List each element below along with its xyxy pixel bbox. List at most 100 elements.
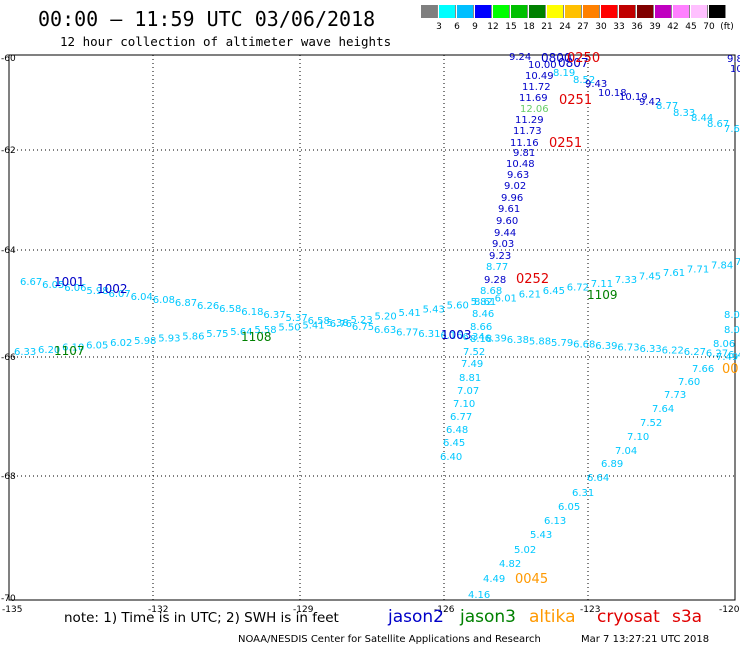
wave-height-label: 7.84 [711, 261, 733, 272]
color-swatch [637, 5, 654, 18]
wave-height-label: 6.72 [567, 282, 589, 293]
wave-height-label: 6.13 [544, 516, 566, 527]
wave-height-label: 9.02 [504, 181, 526, 192]
wave-height-label: 7.33 [615, 275, 637, 286]
pass-time-label: 1002 [97, 282, 128, 296]
wave-height-label: 5.79 [551, 338, 573, 349]
wave-height-label: 7.60 [678, 377, 700, 388]
wave-height-label: 6.45 [443, 438, 465, 449]
color-scale-label: 39 [649, 22, 661, 32]
color-scale-label: 21 [541, 22, 553, 32]
wave-height-label: 7.61 [663, 268, 685, 279]
wave-height-label: 11.29 [515, 115, 544, 126]
color-scale-label: 9 [472, 22, 478, 32]
wave-height-label: 5.20 [375, 312, 397, 323]
map-frame [8, 54, 736, 601]
pass-time-label: 1003 [441, 328, 472, 342]
wave-height-label: 6.75 [352, 322, 374, 333]
pass-time-label: 1107 [54, 344, 85, 358]
wave-height-label: 6.63 [374, 325, 396, 336]
legend-jason2: jason2 [388, 607, 444, 627]
pass-time-label: 0251 [549, 136, 582, 151]
wave-height-label: 8.0 [724, 325, 740, 336]
color-swatch [421, 5, 438, 18]
wave-height-label: 5.43 [423, 304, 445, 315]
latitude-label: -70 [1, 594, 16, 604]
wave-height-label: 6.77 [450, 412, 472, 423]
wave-height-label: 5.60 [447, 301, 469, 312]
wave-height-label: 8.81 [459, 373, 481, 384]
color-scale-label: (ft) [720, 22, 734, 32]
wave-height-label: 7.71 [687, 264, 709, 275]
wave-height-label: 7.11 [591, 279, 613, 290]
wave-height-label: 6.02 [110, 338, 132, 349]
wave-height-label: 6.34 [463, 332, 485, 343]
pass-time-label: 0807 [558, 56, 589, 70]
color-swatch [457, 5, 474, 18]
longitude-label: -135 [2, 605, 22, 615]
color-scale-label: 15 [505, 22, 517, 32]
footer-timestamp: Mar 7 13:27:21 UTC 2018 [581, 634, 710, 645]
wave-height-label: 6.76 [330, 319, 352, 330]
wave-height-label: 5.41 [399, 308, 421, 319]
legend-cryosat: cryosat [597, 607, 660, 627]
wave-height-label: 11.69 [519, 93, 548, 104]
wave-height-label: 5.75 [206, 329, 228, 340]
wave-height-label: 8.44 [691, 113, 713, 124]
color-swatch [655, 5, 672, 18]
wave-height-label: 5.38 [326, 318, 348, 329]
longitude-label: -120 [719, 605, 740, 615]
wave-height-label: 7.07 [457, 386, 479, 397]
wave-height-label: 10 [730, 64, 740, 75]
color-swatch [691, 5, 708, 18]
footer-credit: NOAA/NESDIS Center for Satellite Applica… [238, 634, 541, 645]
wave-height-label: 10.18 [598, 88, 627, 99]
wave-height-label: 6.48 [446, 425, 468, 436]
wave-height-label: 10.49 [525, 71, 554, 82]
color-scale-label: 24 [559, 22, 571, 32]
wave-height-label: 6.39 [485, 334, 507, 345]
pass-time-label: 1109 [587, 288, 618, 302]
wave-height-label: 4.16 [468, 590, 490, 601]
wave-height-label: 7.73 [664, 390, 686, 401]
pass-time-label: 0250 [567, 51, 600, 66]
color-scale-label: 30 [595, 22, 607, 32]
wave-height-label: 5.43 [530, 530, 552, 541]
wave-height-label: 6.33 [640, 344, 662, 355]
wave-height-label: 6.10 [62, 343, 84, 354]
wave-height-label: 5.41 [302, 320, 324, 331]
wave-height-label: 6.68 [573, 340, 595, 351]
wave-height-label: 11.72 [522, 82, 551, 93]
latitude-label: -66 [1, 353, 16, 363]
color-swatch [619, 5, 636, 18]
color-scale-label: 36 [631, 22, 643, 32]
wave-height-label: 7.49 [461, 359, 483, 370]
wave-height-label: 8.77 [486, 262, 508, 273]
longitude-label: -132 [148, 605, 168, 615]
wave-height-label: 5.98 [86, 286, 108, 297]
color-scale-label: 6 [454, 22, 460, 32]
wave-height-label: 11.16 [510, 138, 539, 149]
legend-jason3: jason3 [460, 607, 516, 627]
wave-height-label: 8.19 [553, 68, 575, 79]
wave-height-label: 7.52 [463, 347, 485, 358]
wave-height-label: 12.06 [520, 104, 549, 115]
wave-height-label: 9.03 [492, 239, 514, 250]
wave-height-label: 6.05 [558, 502, 580, 513]
color-swatch [709, 5, 726, 18]
wave-height-label: 8.33 [673, 108, 695, 119]
wave-height-label: 4.49 [483, 574, 505, 585]
wave-height-label: 6.06 [64, 283, 86, 294]
wave-height-label: 6.87 [175, 298, 197, 309]
color-scale-label: 27 [577, 22, 589, 32]
wave-height-label: 9.81 [513, 148, 535, 159]
legend-altika: altika [529, 607, 576, 627]
wave-height-label: 5.88 [529, 337, 551, 348]
wave-height-label: 5.23 [350, 315, 372, 326]
wave-height-label: 6.31 [572, 488, 594, 499]
wave-height-label: 6.27 [684, 347, 706, 358]
latitude-label: -62 [1, 146, 16, 156]
wave-height-label: 6.39 [595, 341, 617, 352]
color-swatch [511, 5, 528, 18]
